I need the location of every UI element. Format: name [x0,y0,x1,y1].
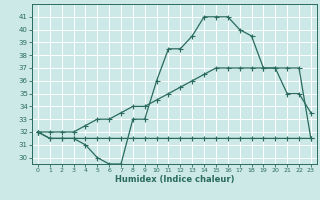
X-axis label: Humidex (Indice chaleur): Humidex (Indice chaleur) [115,175,234,184]
